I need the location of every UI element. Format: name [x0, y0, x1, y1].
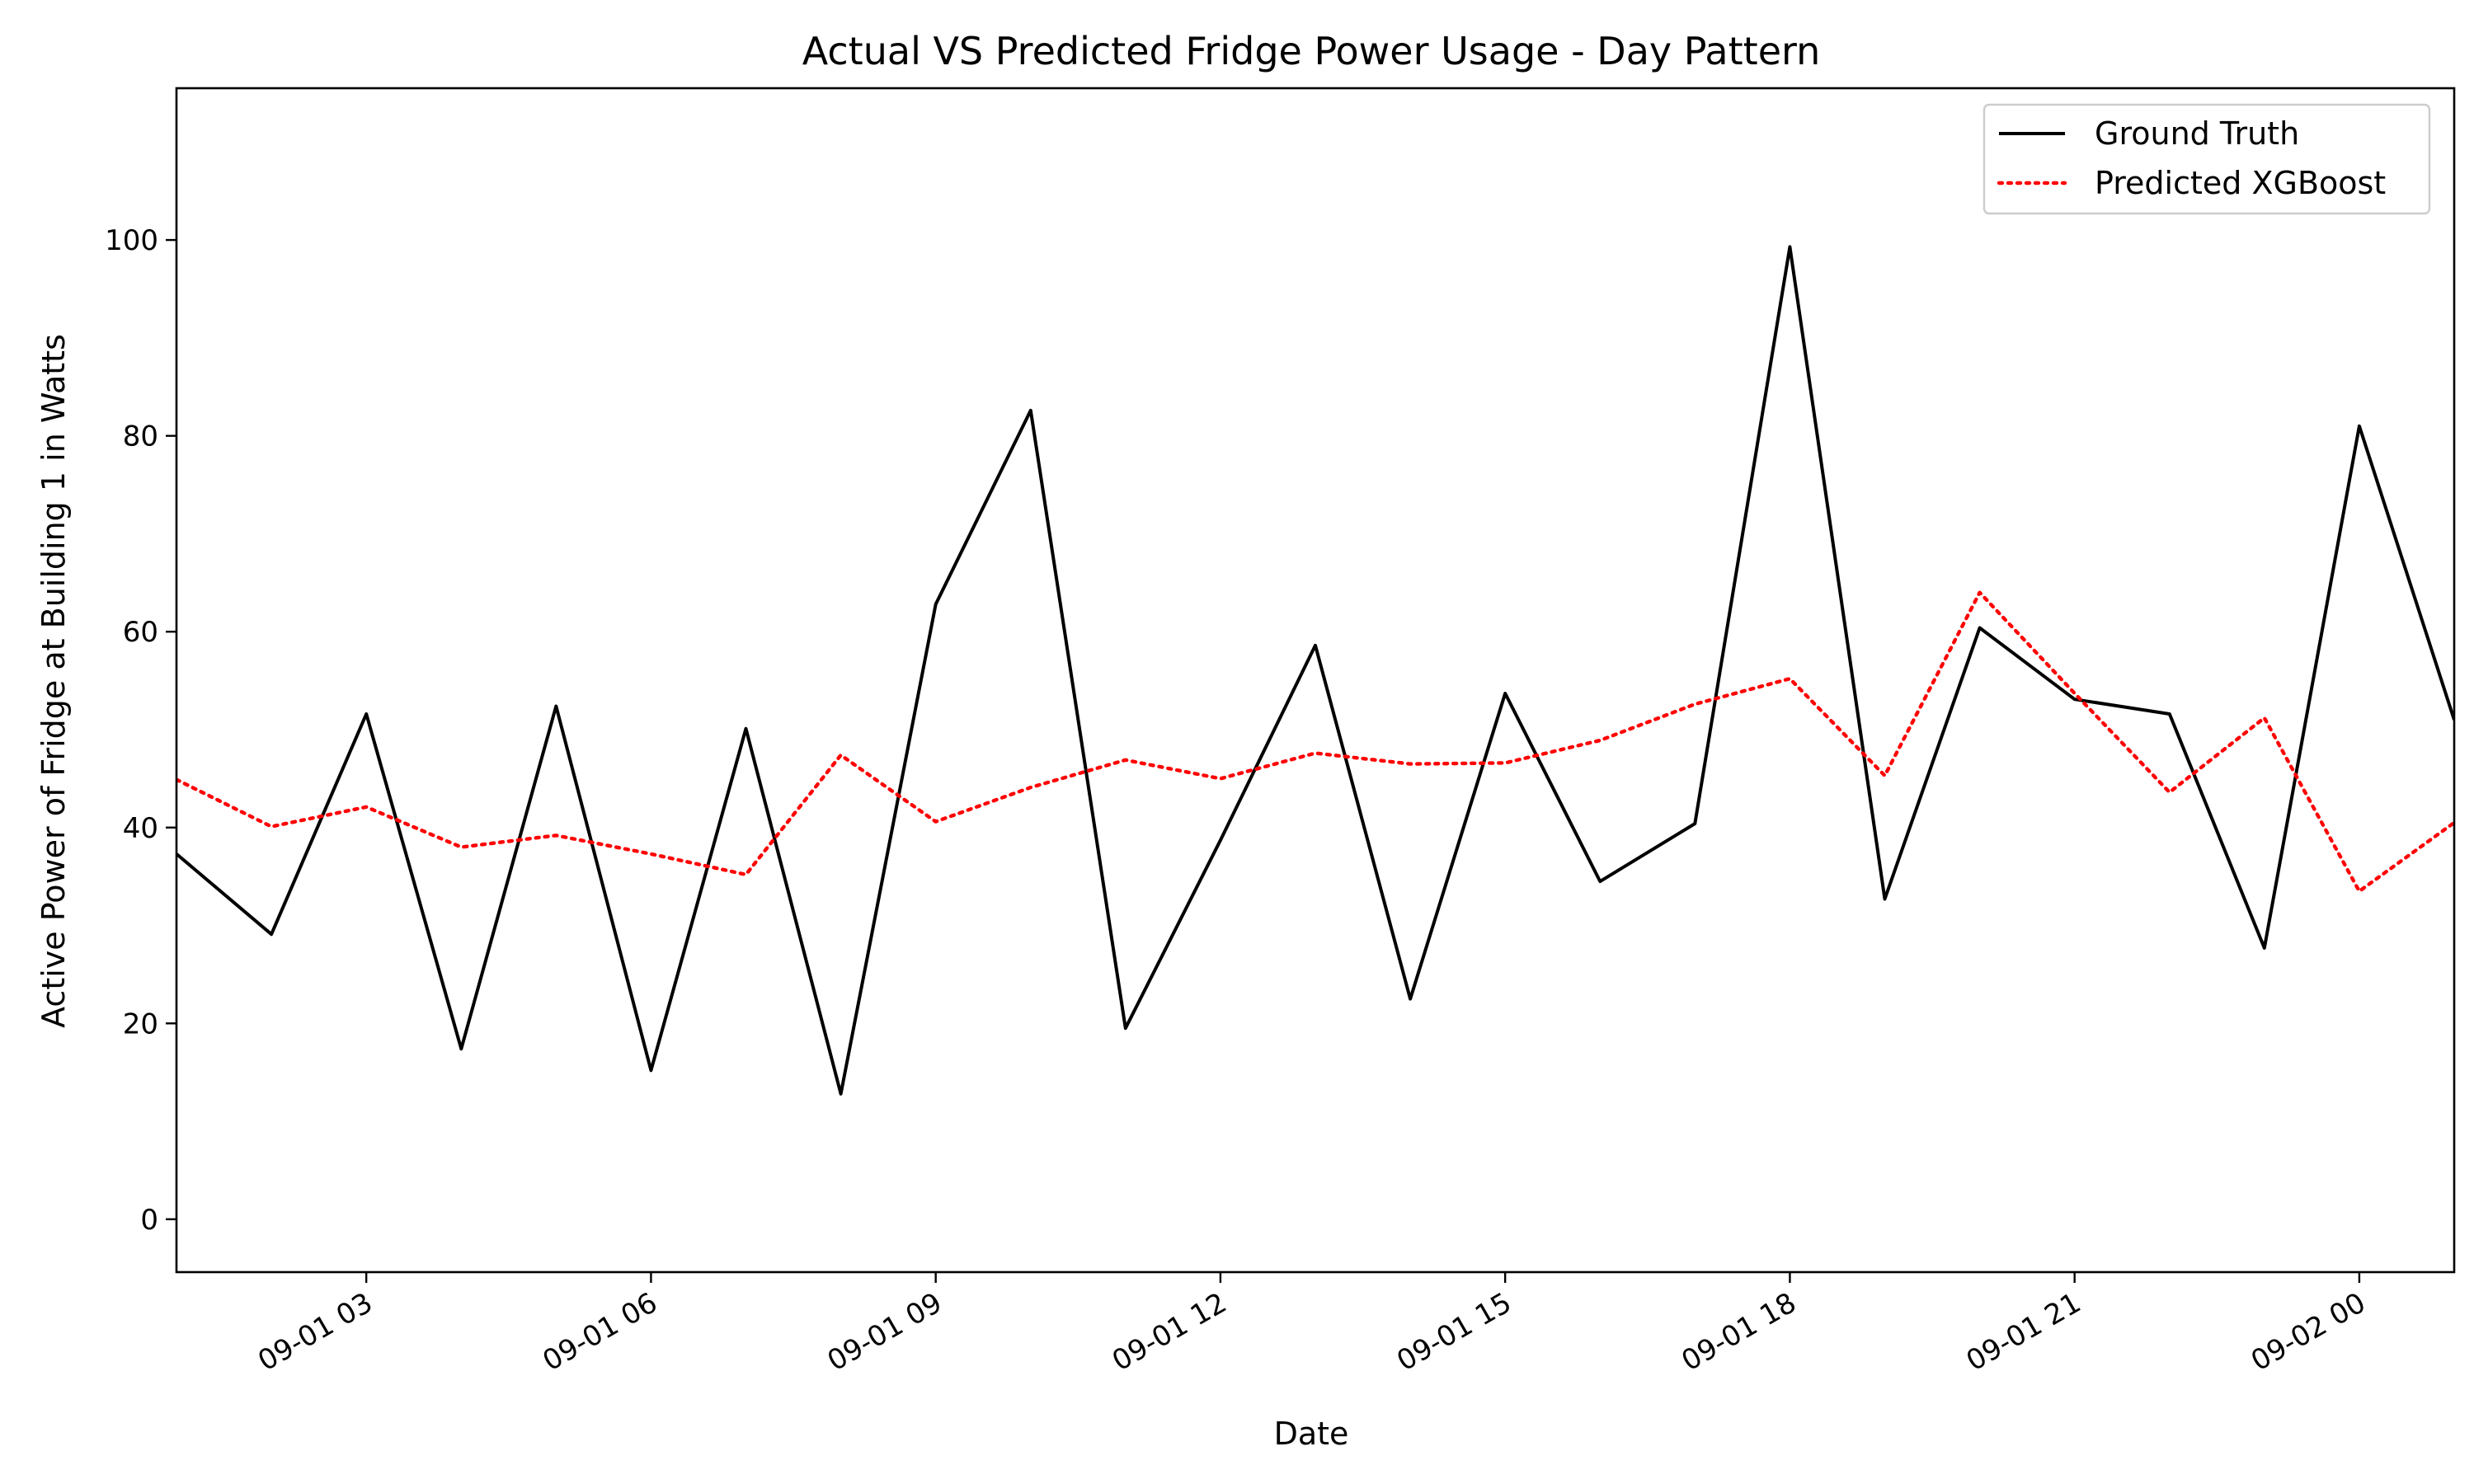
y-tick-label: 100: [105, 224, 158, 257]
legend-label-ground-truth: Ground Truth: [2095, 115, 2299, 152]
series-line-ground-truth: [176, 245, 2454, 1096]
x-tick-label: 09-01 06: [538, 1286, 663, 1378]
legend-box: [1982, 103, 2431, 215]
series-line-predicted-xgboost: [176, 590, 2454, 894]
legend-label-predicted-xgboost: Predicted XGBoost: [2095, 165, 2386, 201]
x-axis-ticks: 09-01 03 09-01 06 09-01 09 09-01 12 09-01 15…: [252, 1272, 2371, 1378]
x-tick-label: 09-01 09: [822, 1286, 948, 1378]
y-axis-label: Active Power of Fridge at Building 1 in …: [35, 334, 72, 1028]
y-tick-label: 80: [123, 420, 158, 453]
x-tick-label: 09-01 15: [1391, 1286, 1517, 1378]
series-layer: [176, 245, 2454, 1096]
chart-title: Actual VS Predicted Fridge Power Usage -…: [802, 29, 1821, 73]
x-tick-label: 09-01 03: [252, 1286, 378, 1378]
y-tick-label: 40: [123, 812, 158, 845]
x-tick-label: 09-01 21: [1961, 1286, 2086, 1378]
plot-area-frame: [175, 87, 2456, 1274]
y-tick-label: 20: [123, 1007, 158, 1040]
y-tick-label: 0: [140, 1204, 158, 1237]
x-axis-label: Date: [1274, 1416, 1349, 1452]
legend: Ground Truth Predicted XGBoost: [1982, 103, 2431, 215]
x-tick-label: 09-02 00: [2246, 1286, 2371, 1378]
x-tick-label: 09-01 18: [1677, 1286, 1802, 1378]
x-tick-label: 09-01 12: [1107, 1286, 1232, 1378]
y-tick-label: 60: [123, 616, 158, 649]
y-axis-ticks: 0 20 40 60 80 100: [105, 224, 176, 1237]
